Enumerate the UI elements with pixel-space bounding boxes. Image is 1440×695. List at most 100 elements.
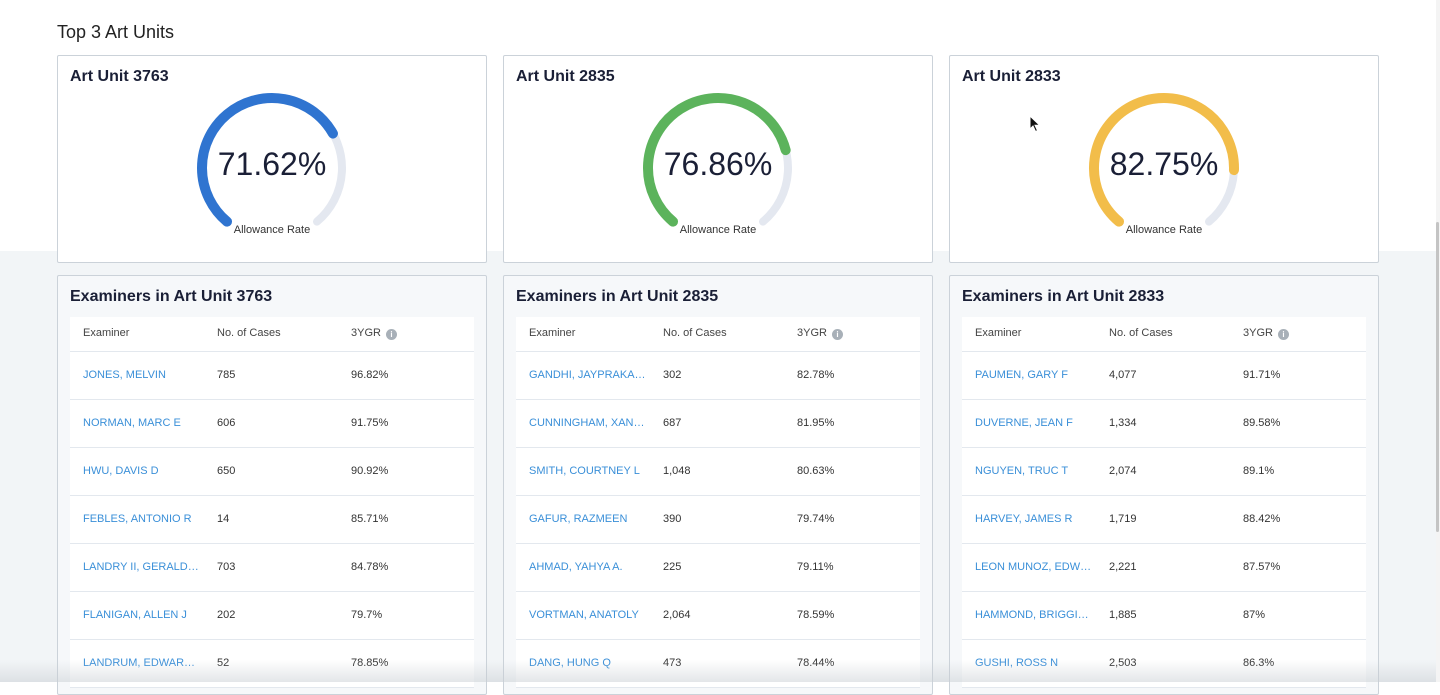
- gauge-label: Allowance Rate: [504, 224, 932, 236]
- grant-rate: 82.78%: [797, 369, 834, 381]
- table-row: PAUMEN, GARY F 4,077 91.71%: [962, 352, 1366, 400]
- column-header: Examiner: [83, 327, 129, 339]
- gauge-value: 76.86%: [504, 146, 932, 183]
- column-header: Examiner: [529, 327, 575, 339]
- grant-rate: 87%: [1243, 609, 1265, 621]
- examiner-link[interactable]: PAUMEN, GARY F: [975, 369, 1093, 381]
- examiners-table: Examiner No. of Cases 3YGR i JONES, MELVIN 78…: [70, 317, 474, 688]
- grant-rate: 88.42%: [1243, 513, 1280, 525]
- column-header-label: No. of Cases: [663, 327, 727, 339]
- scrollbar-thumb[interactable]: [1436, 222, 1439, 532]
- grant-rate: 79.11%: [797, 561, 834, 573]
- case-count: 2,064: [663, 609, 691, 621]
- table-row: FLANIGAN, ALLEN J 202 79.7%: [70, 592, 474, 640]
- mouse-cursor-icon: [1029, 115, 1041, 133]
- examiner-link[interactable]: NGUYEN, TRUC T: [975, 465, 1093, 477]
- case-count: 1,719: [1109, 513, 1137, 525]
- examiner-link[interactable]: GAFUR, RAZMEEN: [529, 513, 647, 525]
- column-header: No. of Cases: [217, 327, 281, 339]
- grant-rate: 89.1%: [1243, 465, 1274, 477]
- table-header: Examiner No. of Cases 3YGR i: [962, 317, 1366, 352]
- column-header-label: No. of Cases: [217, 327, 281, 339]
- info-icon[interactable]: i: [1278, 329, 1289, 340]
- column-header-label: 3YGR: [351, 327, 381, 339]
- table-row: GAFUR, RAZMEEN39079.74%: [516, 496, 920, 544]
- column-header: Examiner: [975, 327, 1021, 339]
- gauge-card-3: Art Unit 2833 82.75% Allowance Rate: [949, 55, 1379, 263]
- gauge-label: Allowance Rate: [58, 224, 486, 236]
- bottom-fade: [0, 660, 1436, 682]
- column-header: 3YGRi: [797, 327, 843, 340]
- case-count: 687: [663, 417, 681, 429]
- table-row: SMITH, COURTNEY L 1,048 80.63%: [516, 448, 920, 496]
- section-title: Top 3 Art Units: [57, 22, 174, 43]
- column-header: No. of Cases: [1109, 327, 1173, 339]
- case-count: 650: [217, 465, 235, 477]
- examiner-link[interactable]: VORTMAN, ANATOLY: [529, 609, 647, 621]
- grant-rate: 90.92%: [351, 465, 388, 477]
- info-icon[interactable]: i: [386, 329, 397, 340]
- gauge-card-title: Art Unit 2835: [516, 68, 615, 86]
- case-count: 2,074: [1109, 465, 1137, 477]
- examiner-link[interactable]: HWU, DAVIS D: [83, 465, 201, 477]
- grant-rate: 85.71%: [351, 513, 388, 525]
- table-row: JONES, MELVIN 785 96.82%: [70, 352, 474, 400]
- examiner-link[interactable]: LANDRY II, GERALD …: [83, 561, 201, 573]
- table-row: HARVEY, JAMES R 1,719 88.42%: [962, 496, 1366, 544]
- examiner-link[interactable]: JONES, MELVIN: [83, 369, 201, 381]
- column-header: No. of Cases: [663, 327, 727, 339]
- case-count: 1,048: [663, 465, 691, 477]
- table-row: NGUYEN, TRUC T 2,074 89.1%: [962, 448, 1366, 496]
- table-row: VORTMAN, ANATOLY2,06478.59%: [516, 592, 920, 640]
- column-header: 3YGR i: [1243, 327, 1289, 340]
- table-row: FEBLES, ANTONIO R 14 85.71%: [70, 496, 474, 544]
- examiner-link[interactable]: SMITH, COURTNEY L: [529, 465, 647, 477]
- grant-rate: 79.74%: [797, 513, 834, 525]
- gauge-value: 82.75%: [950, 146, 1378, 183]
- table-header: Examiner No. of Cases 3YGR i: [70, 317, 474, 352]
- examiner-link[interactable]: NORMAN, MARC E: [83, 417, 201, 429]
- case-count: 302: [663, 369, 681, 381]
- column-header-label: No. of Cases: [1109, 327, 1173, 339]
- examiner-link[interactable]: GANDHI, JAYPRAKAS…: [529, 369, 647, 381]
- grant-rate: 89.58%: [1243, 417, 1280, 429]
- table-row: NORMAN, MARC E60691.75%: [70, 400, 474, 448]
- table-row: HAMMOND, BRIGGIT…1,88587%: [962, 592, 1366, 640]
- case-count: 4,077: [1109, 369, 1137, 381]
- table-row: LEON MUNOZ, EDWI…2,22187.57%: [962, 544, 1366, 592]
- case-count: 703: [217, 561, 235, 573]
- examiner-link[interactable]: HAMMOND, BRIGGIT…: [975, 609, 1093, 621]
- column-header-label: Examiner: [83, 327, 129, 339]
- examiner-link[interactable]: CUNNINGHAM, XANT…: [529, 417, 647, 429]
- grant-rate: 91.75%: [351, 417, 388, 429]
- column-header-label: Examiner: [975, 327, 1021, 339]
- table-row: AHMAD, YAHYA A. 225 79.11%: [516, 544, 920, 592]
- grant-rate: 80.63%: [797, 465, 834, 477]
- column-header-label: Examiner: [529, 327, 575, 339]
- examiners-table: Examiner No. of Cases 3YGRi GANDHI, JAYPRAK…: [516, 317, 920, 688]
- examiner-link[interactable]: AHMAD, YAHYA A.: [529, 561, 647, 573]
- examiner-link[interactable]: LEON MUNOZ, EDWI…: [975, 561, 1093, 573]
- gauge-card-title: Art Unit 3763: [70, 68, 169, 86]
- grant-rate: 84.78%: [351, 561, 388, 573]
- examiner-link[interactable]: HARVEY, JAMES R: [975, 513, 1093, 525]
- grant-rate: 81.95%: [797, 417, 834, 429]
- column-header-label: 3YGR: [1243, 327, 1273, 339]
- grant-rate: 79.7%: [351, 609, 382, 621]
- examiners-card-3: Examiners in Art Unit 2833 Examiner No. o…: [949, 275, 1379, 695]
- column-header: 3YGR i: [351, 327, 397, 340]
- case-count: 225: [663, 561, 681, 573]
- case-count: 1,334: [1109, 417, 1137, 429]
- examiner-link[interactable]: DUVERNE, JEAN F: [975, 417, 1093, 429]
- info-icon[interactable]: i: [832, 329, 843, 340]
- examiners-card-title: Examiners in Art Unit 2833: [962, 288, 1164, 306]
- gauge-card-2: Art Unit 2835 76.86% Allowance Rate: [503, 55, 933, 263]
- examiner-link[interactable]: FEBLES, ANTONIO R: [83, 513, 201, 525]
- table-row: DUVERNE, JEAN F 1,334 89.58%: [962, 400, 1366, 448]
- grant-rate: 91.71%: [1243, 369, 1280, 381]
- examiner-link[interactable]: FLANIGAN, ALLEN J: [83, 609, 201, 621]
- case-count: 14: [217, 513, 229, 525]
- grant-rate: 96.82%: [351, 369, 388, 381]
- case-count: 785: [217, 369, 235, 381]
- case-count: 202: [217, 609, 235, 621]
